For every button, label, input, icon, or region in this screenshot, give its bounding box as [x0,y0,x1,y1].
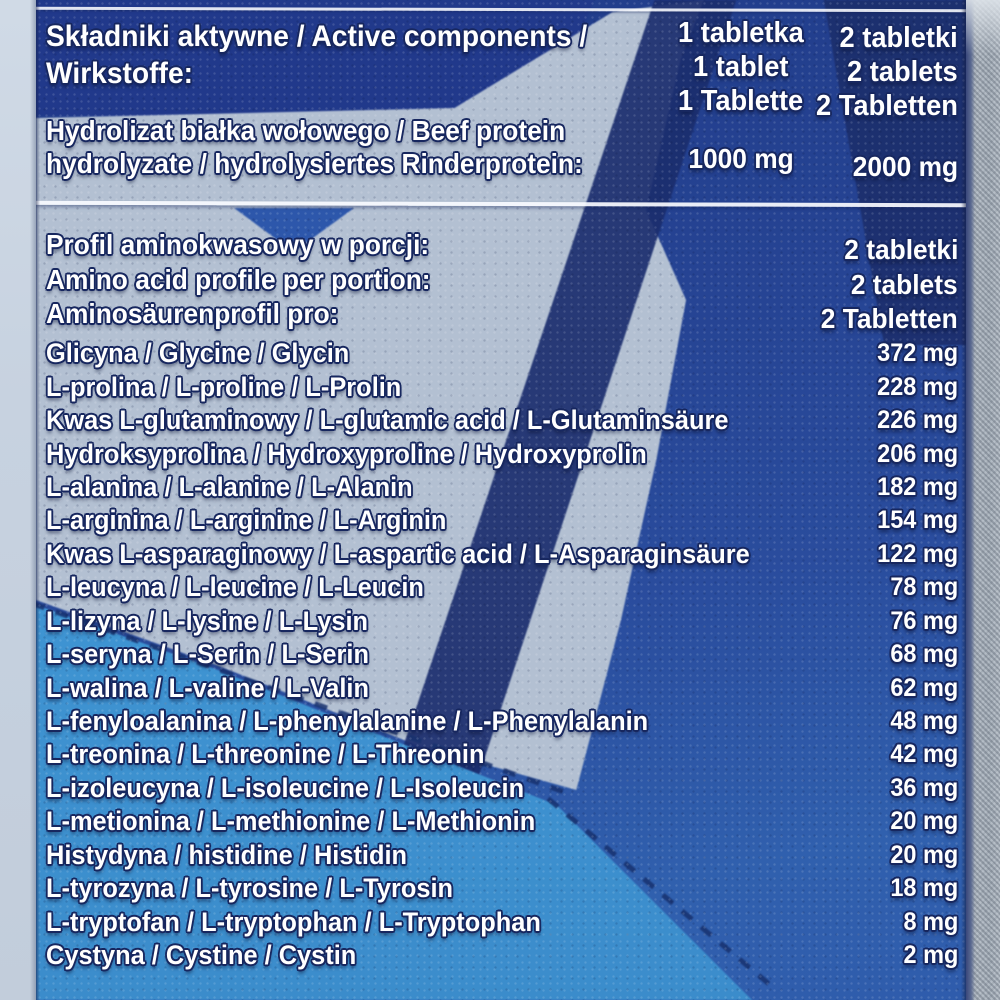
amino-row: L-fenyloalanina / L-phenylalanine / L-Ph… [46,705,958,738]
amino-value: 228 mg [876,372,958,401]
amino-name: L-lizyna / L-lysine / L-Lysin [46,605,369,636]
amino-row: L-alanina / L-alanine / L-Alanin 182 mg [46,471,958,504]
bottle-edge [966,0,1000,1000]
label-left-edge [36,0,40,1000]
amino-name: L-tryptofan / L-tryptophan / L-Tryptopha… [46,906,541,937]
amino-row: Cystyna / Cystine / Cystin 2 mg [46,939,958,972]
amino-name: Hydroksyprolina / Hydroxyproline / Hydro… [46,438,647,469]
amino-value: 18 mg [890,874,958,903]
amino-row: L-tyrozyna / L-tyrosine / L-Tyrosin 18 m… [46,872,958,905]
amino-row: L-treonina / L-threonine / L-Threonin 42… [46,738,958,771]
amino-name: Kwas L-glutaminowy / L-glutamic acid / L… [46,405,729,436]
amino-value: 62 mg [890,673,958,702]
amino-row: L-prolina / L-proline / L-Prolin 228 mg [46,370,958,403]
amino-row: L-metionina / L-methionine / L-Methionin… [46,805,958,838]
product-label: Składniki aktywne / Active components / … [36,0,966,1000]
amino-name: L-treonina / L-threonine / L-Threonin [46,739,485,770]
amino-name: Kwas L-asparaginowy / L-aspartic acid / … [46,538,750,569]
serving-column-1-tablet: 1 tabletka 1 tablet 1 Tablette [678,17,804,117]
label-right-edge [961,0,966,1000]
amino-value: 8 mg [903,907,958,936]
beef-protein-value-2-tablets: 2000 mg [852,151,958,182]
amino-row: Histydyna / histidine / Histidin 20 mg [46,839,958,872]
amino-name: L-metionina / L-methionine / L-Methionin [46,806,536,837]
amino-value: 206 mg [876,439,958,468]
amino-rows: Glicyna / Glycine / Glycin 372 mg L-prol… [46,337,958,972]
amino-value: 78 mg [890,573,958,602]
label-texture [36,0,966,1000]
amino-row: Glicyna / Glycine / Glycin 372 mg [46,337,958,370]
amino-profile-title: Profil aminokwasowy w porcji: Amino acid… [46,229,431,329]
amino-row: Hydroksyprolina / Hydroxyproline / Hydro… [46,437,958,470]
serving-column-2-tablets: 2 tabletki 2 tablets 2 Tabletten [816,22,958,122]
amino-row: L-leucyna / L-leucine / L-Leucin 78 mg [46,571,958,604]
amino-name: Cystyna / Cystine / Cystin [46,940,357,971]
amino-name: L-tyrozyna / L-tyrosine / L-Tyrosin [46,873,454,904]
amino-name: Glicyna / Glycine / Glycin [46,338,350,369]
amino-row: L-walina / L-valine / L-Valin 62 mg [46,671,958,704]
amino-serving-column: 2 tabletki 2 tablets 2 Tabletten [821,234,958,334]
amino-row: L-lizyna / L-lysine / L-Lysin 76 mg [46,605,958,638]
beef-protein-value-1-tablet: 1000 mg [688,143,794,174]
amino-name: L-prolina / L-proline / L-Prolin [46,371,402,402]
amino-value: 76 mg [890,606,958,635]
amino-value: 20 mg [890,807,958,836]
amino-value: 48 mg [890,707,958,736]
photo-background-left [0,0,36,1000]
amino-name: L-walina / L-valine / L-Valin [46,672,369,703]
amino-value: 2 mg [903,941,958,970]
label-artwork [36,0,966,1000]
amino-row: L-tryptofan / L-tryptophan / L-Tryptopha… [46,905,958,938]
amino-row: L-izoleucyna / L-isoleucine / L-Isoleuci… [46,772,958,805]
amino-name: L-fenyloalanina / L-phenylalanine / L-Ph… [46,706,649,737]
amino-row: Kwas L-asparaginowy / L-aspartic acid / … [46,538,958,571]
amino-value: 372 mg [876,339,958,368]
active-components-title: Składniki aktywne / Active components / … [46,20,588,90]
amino-value: 68 mg [890,640,958,669]
amino-value: 36 mg [890,773,958,802]
amino-row: Kwas L-glutaminowy / L-glutamic acid / L… [46,404,958,437]
amino-name: L-seryna / L-Serin / L-Serin [46,639,369,670]
amino-value: 20 mg [890,840,958,869]
beef-protein-label: Hydrolizat białka wołowego / Beef protei… [46,115,583,179]
amino-name: L-arginina / L-arginine / L-Arginin [46,505,447,536]
amino-name: L-alanina / L-alanine / L-Alanin [46,471,413,502]
amino-name: L-izoleucyna / L-isoleucine / L-Isoleuci… [46,772,525,803]
amino-value: 154 mg [876,506,958,535]
amino-value: 182 mg [876,472,958,501]
amino-name: Histydyna / histidine / Histidin [46,839,408,870]
amino-value: 226 mg [876,406,958,435]
amino-row: L-arginina / L-arginine / L-Arginin 154 … [46,504,958,537]
amino-row: L-seryna / L-Serin / L-Serin 68 mg [46,638,958,671]
amino-name: L-leucyna / L-leucine / L-Leucin [46,572,424,603]
amino-value: 42 mg [890,740,958,769]
amino-value: 122 mg [876,539,958,568]
